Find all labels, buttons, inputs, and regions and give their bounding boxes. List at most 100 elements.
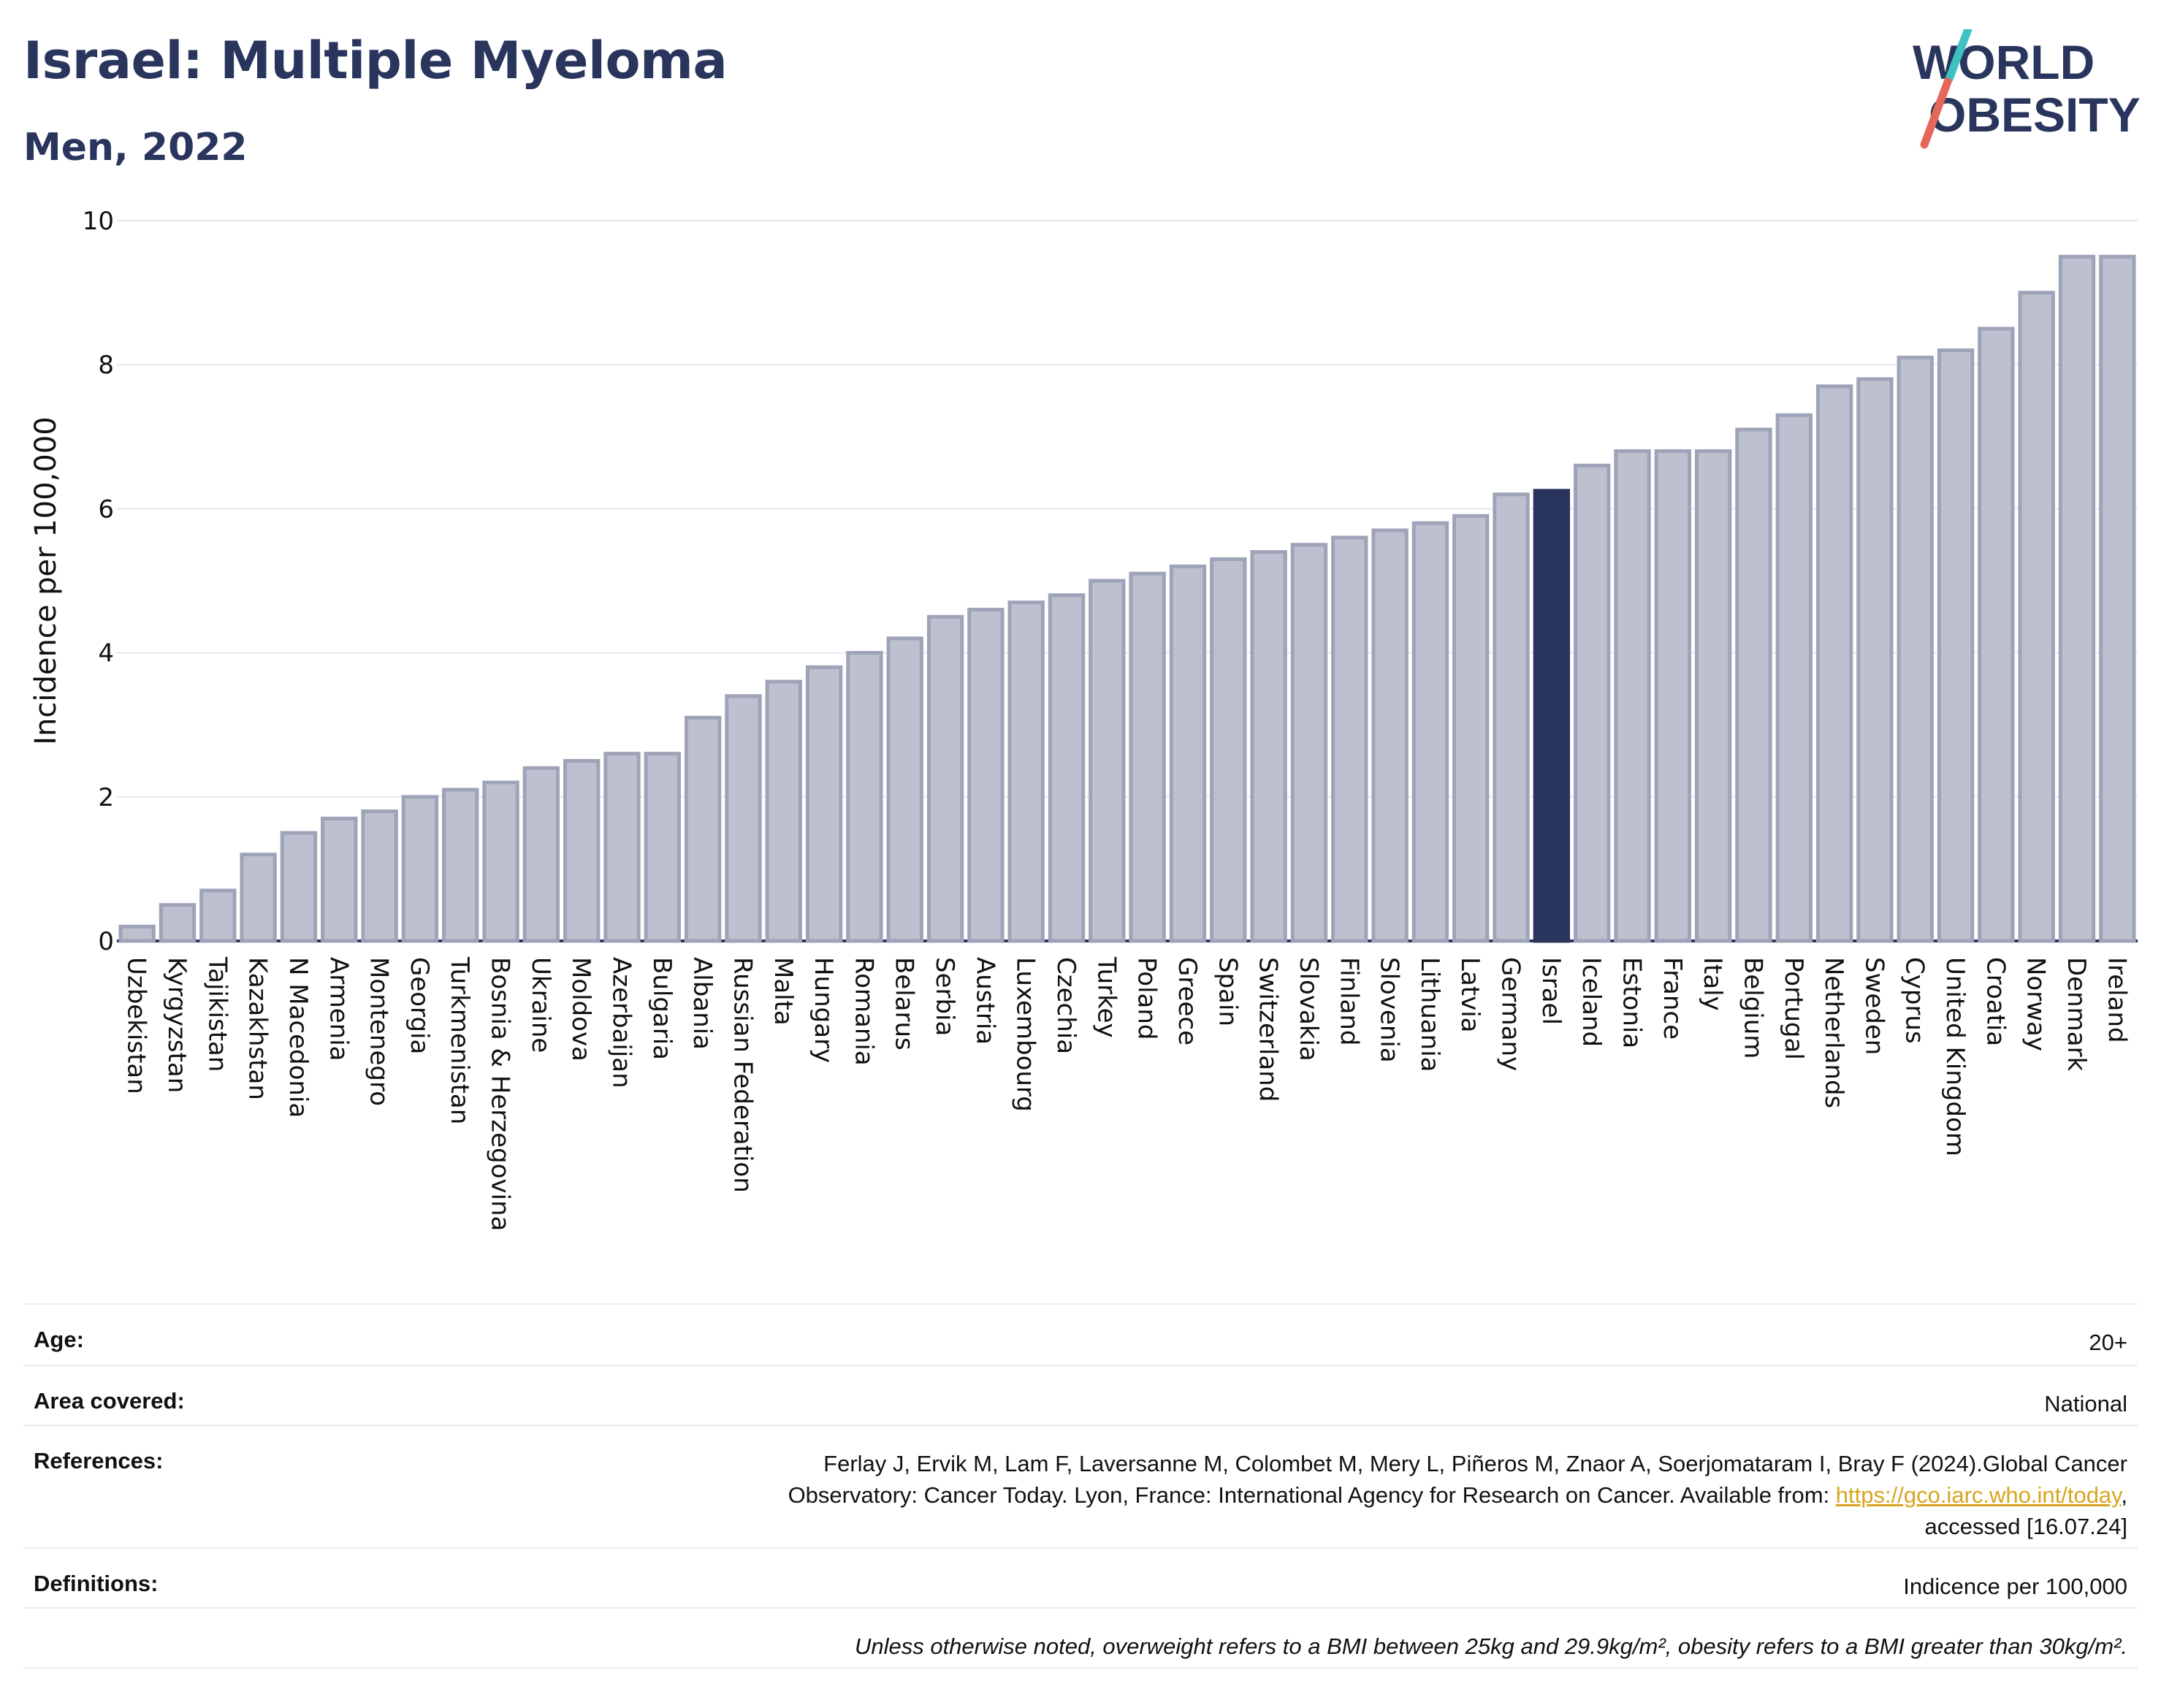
bar [280,831,318,943]
x-tick-label: France [1658,957,1687,1040]
bar [442,788,479,943]
bar [1897,355,1934,943]
logo-line1: WORLD [1913,35,2095,89]
x-tick-label: Sweden [1859,957,1889,1055]
logo-slash-bottom [1920,77,1952,149]
x-tick-label: Slovakia [1294,957,1323,1061]
bar [644,752,682,943]
references-line3: accessed [16.07.24] [1924,1514,2127,1539]
bar [1371,528,1409,943]
bar [1614,449,1651,943]
bar [1452,514,1490,943]
bar [1775,413,1813,943]
bar [1978,327,2015,943]
x-tick-label: Kazakhstan [243,957,272,1100]
y-tick-label: 6 [98,495,114,524]
bar [846,651,883,943]
bar [1331,535,1368,943]
x-tick-label: Slovenia [1375,957,1404,1063]
x-tick-label: Russian Federation [728,957,757,1193]
bar [1210,557,1247,943]
bar [1815,384,1853,943]
references-value: Ferlay J, Ervik M, Lam F, Laversanne M, … [788,1426,2127,1542]
meta-row-references: References: Ferlay J, Ervik M, Lam F, La… [23,1425,2138,1547]
x-tick-label: Belgium [1738,957,1767,1059]
bar [886,636,923,943]
y-tick-label: 0 [98,927,114,956]
x-tick-label: Austria [970,957,999,1045]
bar [522,766,560,943]
x-tick-label: Norway [2021,957,2051,1051]
bar [321,816,358,943]
age-label: Age: [34,1327,84,1352]
meta-row-note: Unless otherwise noted, overweight refer… [23,1607,2138,1669]
age-value: 20+ [2089,1330,2127,1355]
bar [563,759,601,943]
bar [240,853,277,943]
area-label: Area covered: [34,1388,185,1414]
y-tick-label: 4 [98,639,114,668]
bar [1250,550,1287,943]
definitions-label: Definitions: [34,1571,159,1596]
meta-row-age: Age: 20+ [23,1303,2138,1365]
x-axis-labels: Uzbekistan Kyrgyzstan Tajikistan Kazakhstan… [122,956,2132,1231]
bar [2058,254,2096,943]
world-obesity-logo: WORLD OBESITY [1899,25,2148,161]
meta-row-definitions: Definitions: Indicence per 100,000 [23,1547,2138,1607]
x-tick-label: Moldova [566,957,595,1061]
bar [2099,254,2136,943]
bar [1694,449,1732,943]
x-tick-label: Czechia [1051,957,1080,1054]
bar [1654,449,1692,943]
y-tick-label: 2 [98,783,114,812]
x-tick-label: Malta [769,957,798,1026]
bar [361,809,398,943]
bar [684,715,722,943]
bar [1048,593,1086,943]
bar [1573,463,1611,943]
x-tick-label: Turkmenistan [445,956,474,1124]
references-link[interactable]: https://gco.iarc.who.int/today [1835,1482,2122,1508]
x-tick-label: Iceland [1577,957,1606,1047]
bar [2018,291,2055,943]
x-tick-label: Turkey [1091,956,1121,1038]
bar [482,780,519,943]
x-tick-label: Uzbekistan [122,957,151,1094]
x-tick-label: Denmark [2062,957,2091,1072]
bar [1169,564,1207,943]
bar [1856,377,1894,943]
bar [1937,348,1975,943]
x-tick-label: Bosnia & Herzegovina [486,957,515,1231]
y-axis-ticks: 0 2 4 6 8 10 [83,207,114,956]
metadata-table: Age: 20+ Area covered: National Referenc… [23,1303,2138,1669]
chart-subtitle: Men, 2022 [23,126,248,169]
x-tick-label: Italy [1698,957,1727,1011]
bar [159,903,197,943]
y-tick-label: 8 [98,351,114,380]
x-tick-label: Portugal [1779,957,1808,1060]
bar [1129,571,1166,943]
logo-graphic: WORLD OBESITY [1913,25,2141,149]
x-tick-label: Lithuania [1415,957,1444,1072]
area-value: National [2044,1391,2127,1417]
x-tick-label: Ukraine [526,957,555,1053]
y-tick-label: 10 [83,207,114,236]
x-tick-label: Albania [687,957,717,1050]
x-tick-label: Tajikistan [202,956,232,1072]
x-tick-label: Romania [849,957,878,1066]
x-tick-label: Hungary [809,957,838,1063]
bar [1007,601,1045,943]
bar-chart: 0 2 4 6 8 10 Uzbekistan Kyrgyzstan Tajikistan Ka… [29,207,2138,1231]
bar [1089,579,1126,943]
bar [199,888,237,943]
x-tick-label: Estonia [1617,957,1647,1048]
references-line2-suffix: , [2121,1482,2127,1508]
x-tick-label: Kyrgyzstan [162,957,191,1093]
x-tick-label: United Kingdom [1940,957,1970,1156]
bar [805,665,843,943]
bar [725,694,762,943]
x-tick-label: Spain [1213,957,1242,1026]
x-tick-label: Luxembourg [1011,957,1040,1112]
x-tick-label: Germany [1496,957,1525,1071]
bar [603,752,641,943]
